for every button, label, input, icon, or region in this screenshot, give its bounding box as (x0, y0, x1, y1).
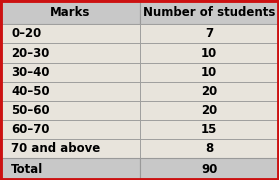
Bar (0, 63, 140, 82)
Text: 60–70: 60–70 (11, 123, 50, 136)
Text: 20–30: 20–30 (11, 47, 50, 60)
Text: 70 and above: 70 and above (11, 142, 100, 155)
Text: 20: 20 (201, 104, 217, 117)
Text: 15: 15 (201, 123, 217, 136)
Text: 0–20: 0–20 (11, 27, 41, 40)
Text: Marks: Marks (50, 6, 90, 19)
Text: 90: 90 (201, 163, 217, 176)
Bar (0, 0, 140, 24)
Bar (140, 24, 279, 43)
Text: Total: Total (11, 163, 44, 176)
Bar (140, 120, 279, 139)
Text: 40–50: 40–50 (11, 85, 50, 98)
Bar (140, 0, 279, 24)
Text: 50–60: 50–60 (11, 104, 50, 117)
Bar (0, 101, 140, 120)
Text: 8: 8 (205, 142, 213, 155)
Text: 10: 10 (201, 66, 217, 79)
Bar (0, 158, 140, 180)
Text: 10: 10 (201, 47, 217, 60)
Bar (0, 82, 140, 101)
Text: 7: 7 (205, 27, 213, 40)
Bar (0, 139, 140, 158)
Text: Number of students: Number of students (143, 6, 275, 19)
Bar (0, 43, 140, 63)
Bar (140, 43, 279, 63)
Bar (0, 120, 140, 139)
Bar (140, 63, 279, 82)
Text: 20: 20 (201, 85, 217, 98)
Bar (140, 82, 279, 101)
Bar (0, 24, 140, 43)
Bar (140, 101, 279, 120)
Bar (140, 139, 279, 158)
Text: 30–40: 30–40 (11, 66, 50, 79)
Bar (140, 158, 279, 180)
